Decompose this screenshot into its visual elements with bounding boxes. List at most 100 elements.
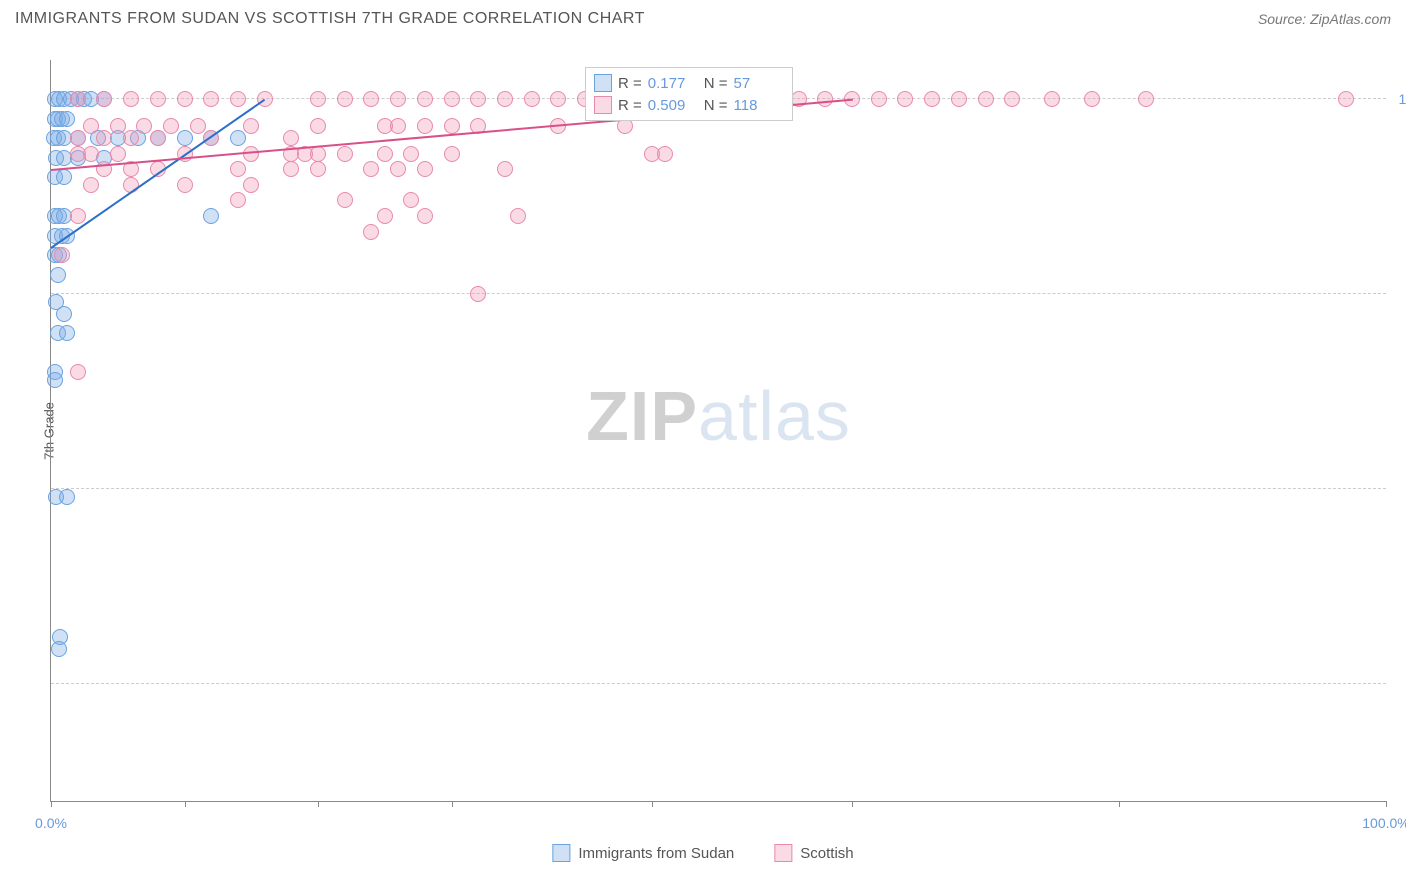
scatter-point	[403, 192, 419, 208]
scatter-point	[203, 208, 219, 224]
x-tick-label: 0.0%	[35, 815, 67, 831]
stats-r-value: 0.509	[648, 97, 698, 114]
scatter-point	[337, 91, 353, 107]
scatter-point	[283, 130, 299, 146]
scatter-point	[230, 91, 246, 107]
scatter-point	[96, 91, 112, 107]
watermark: ZIPatlas	[586, 376, 851, 456]
scatter-point	[230, 161, 246, 177]
stats-r-value: 0.177	[648, 75, 698, 92]
stats-label: N =	[704, 97, 728, 114]
scatter-point	[51, 641, 67, 657]
x-tick	[318, 801, 319, 807]
scatter-point	[50, 267, 66, 283]
y-tick-label: 100.0%	[1399, 91, 1406, 107]
scatter-point	[417, 208, 433, 224]
scatter-point	[83, 118, 99, 134]
stats-box: R = 0.177 N = 57 R = 0.509 N = 118	[585, 67, 793, 121]
scatter-point	[110, 146, 126, 162]
x-tick	[1386, 801, 1387, 807]
scatter-point	[83, 177, 99, 193]
scatter-point	[403, 146, 419, 162]
scatter-point	[150, 130, 166, 146]
stats-label: N =	[704, 75, 728, 92]
stats-n-value: 118	[734, 97, 784, 114]
scatter-point	[123, 130, 139, 146]
scatter-point	[497, 91, 513, 107]
scatter-point	[417, 118, 433, 134]
legend-swatch	[774, 844, 792, 862]
scatter-point	[510, 208, 526, 224]
grid-line	[51, 683, 1386, 684]
scatter-point	[177, 91, 193, 107]
stats-n-value: 57	[734, 75, 784, 92]
scatter-point	[243, 118, 259, 134]
x-tick	[852, 801, 853, 807]
scatter-point	[70, 208, 86, 224]
scatter-point	[83, 146, 99, 162]
scatter-point	[54, 247, 70, 263]
x-tick	[185, 801, 186, 807]
scatter-point	[363, 91, 379, 107]
legend-swatch	[594, 96, 612, 114]
chart-area: 7th Grade ZIPatlas 85.0%90.0%95.0%100.0%…	[50, 60, 1386, 802]
scatter-point	[283, 161, 299, 177]
x-tick-label: 100.0%	[1362, 815, 1406, 831]
plot-area: ZIPatlas 85.0%90.0%95.0%100.0%0.0%100.0%…	[50, 60, 1386, 802]
scatter-point	[70, 364, 86, 380]
scatter-point	[470, 286, 486, 302]
scatter-point	[337, 146, 353, 162]
scatter-point	[163, 118, 179, 134]
scatter-point	[47, 372, 63, 388]
scatter-point	[110, 118, 126, 134]
scatter-point	[203, 91, 219, 107]
legend-label: Scottish	[800, 845, 853, 862]
scatter-point	[444, 146, 460, 162]
scatter-point	[897, 91, 913, 107]
legend-swatch	[552, 844, 570, 862]
x-tick	[452, 801, 453, 807]
scatter-point	[390, 91, 406, 107]
x-tick	[652, 801, 653, 807]
scatter-point	[136, 118, 152, 134]
scatter-point	[444, 91, 460, 107]
scatter-point	[150, 91, 166, 107]
scatter-point	[444, 118, 460, 134]
stats-label: R =	[618, 75, 642, 92]
x-tick	[1119, 801, 1120, 807]
scatter-point	[59, 489, 75, 505]
source-label: Source: ZipAtlas.com	[1258, 11, 1391, 27]
scatter-point	[550, 91, 566, 107]
scatter-point	[310, 161, 326, 177]
scatter-point	[497, 161, 513, 177]
scatter-point	[470, 91, 486, 107]
scatter-point	[417, 161, 433, 177]
legend-swatch	[594, 74, 612, 92]
scatter-point	[657, 146, 673, 162]
scatter-point	[310, 118, 326, 134]
scatter-point	[177, 177, 193, 193]
legend-item: Immigrants from Sudan	[552, 844, 734, 862]
scatter-point	[59, 111, 75, 127]
scatter-point	[363, 224, 379, 240]
chart-title: IMMIGRANTS FROM SUDAN VS SCOTTISH 7TH GR…	[15, 10, 645, 28]
scatter-point	[1084, 91, 1100, 107]
scatter-point	[390, 161, 406, 177]
scatter-point	[871, 91, 887, 107]
scatter-point	[377, 146, 393, 162]
scatter-point	[924, 91, 940, 107]
scatter-point	[377, 208, 393, 224]
stats-label: R =	[618, 97, 642, 114]
grid-line	[51, 488, 1386, 489]
grid-line	[51, 293, 1386, 294]
scatter-point	[177, 130, 193, 146]
scatter-point	[56, 306, 72, 322]
legend-label: Immigrants from Sudan	[578, 845, 734, 862]
scatter-point	[417, 91, 433, 107]
scatter-point	[70, 130, 86, 146]
scatter-point	[1044, 91, 1060, 107]
scatter-point	[951, 91, 967, 107]
scatter-point	[230, 192, 246, 208]
stats-row: R = 0.177 N = 57	[594, 72, 784, 94]
scatter-point	[978, 91, 994, 107]
